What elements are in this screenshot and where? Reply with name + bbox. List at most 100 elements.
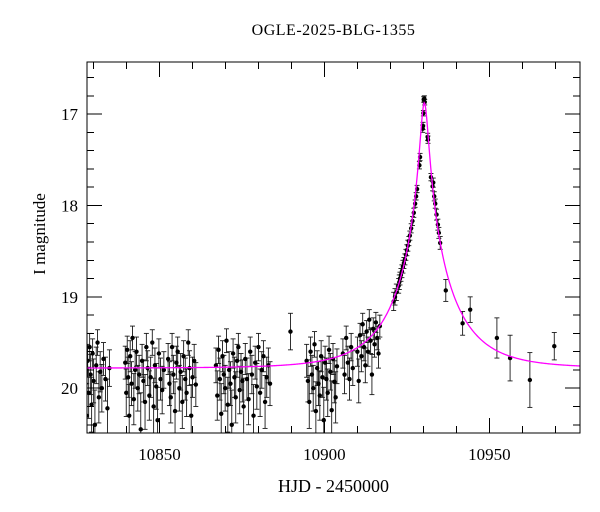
- data-point: [184, 390, 189, 395]
- data-point: [369, 372, 375, 377]
- data-point: [213, 363, 219, 368]
- data-point: [142, 399, 148, 405]
- data-point: [248, 349, 253, 354]
- y-tick-label: 20: [61, 379, 78, 398]
- data-point: [171, 372, 176, 377]
- data-point: [89, 402, 94, 407]
- data-point: [376, 351, 381, 356]
- data-point: [88, 372, 93, 377]
- data-point: [193, 382, 199, 387]
- data-point: [334, 364, 340, 369]
- data-points: [87, 96, 557, 432]
- data-point: [95, 340, 100, 345]
- x-tick-label: 10950: [468, 445, 511, 464]
- data-point: [374, 335, 380, 341]
- data-point: [123, 360, 128, 365]
- data-point: [360, 322, 365, 327]
- data-point: [288, 329, 293, 334]
- data-point: [443, 288, 448, 293]
- data-point: [135, 386, 140, 391]
- data-point: [552, 343, 557, 349]
- data-point: [333, 395, 338, 400]
- data-point: [324, 376, 329, 382]
- data-point: [87, 344, 92, 350]
- data-point: [124, 390, 129, 395]
- data-point: [155, 418, 160, 423]
- y-tick-label: 17: [61, 105, 79, 124]
- data-point: [317, 393, 323, 398]
- data-point: [219, 411, 224, 417]
- data-point: [97, 369, 103, 374]
- data-point: [422, 96, 427, 101]
- data-point: [373, 320, 379, 325]
- data-point: [225, 402, 231, 407]
- data-point: [127, 413, 132, 418]
- data-point: [132, 367, 138, 373]
- data-point: [364, 329, 369, 334]
- data-point: [144, 344, 149, 350]
- data-point: [359, 354, 364, 359]
- data-point: [314, 365, 320, 371]
- data-point: [165, 356, 171, 362]
- data-point: [312, 342, 317, 347]
- data-point: [363, 363, 368, 368]
- data-point: [130, 335, 135, 341]
- data-point: [158, 376, 163, 382]
- data-point: [257, 390, 263, 395]
- data-point: [342, 372, 347, 377]
- data-point: [131, 396, 137, 402]
- data-point: [261, 354, 266, 359]
- data-point: [467, 307, 473, 312]
- data-point: [148, 375, 153, 380]
- data-point: [92, 422, 98, 427]
- data-point: [226, 367, 232, 373]
- data-point: [217, 376, 223, 382]
- data-point: [105, 406, 110, 411]
- data-point: [191, 358, 197, 364]
- data-point: [141, 378, 146, 384]
- data-point: [234, 358, 240, 364]
- data-point: [232, 375, 237, 380]
- data-point: [365, 349, 371, 354]
- data-point: [316, 381, 321, 386]
- data-point: [103, 376, 108, 382]
- data-point: [372, 342, 377, 347]
- data-point: [91, 378, 96, 384]
- data-point: [147, 393, 152, 398]
- data-point: [129, 381, 134, 386]
- data-point: [527, 377, 533, 383]
- data-point: [262, 399, 268, 405]
- data-point: [180, 399, 185, 405]
- data-point: [177, 386, 182, 391]
- data-point: [233, 395, 238, 400]
- data-point: [136, 372, 142, 377]
- x-tick-label: 10850: [138, 445, 181, 464]
- data-point: [151, 404, 156, 409]
- data-point: [101, 356, 106, 362]
- data-point: [267, 381, 273, 386]
- data-point: [126, 375, 131, 380]
- chart-title: OGLE-2025-BLG-1355: [251, 22, 416, 39]
- data-point: [236, 344, 241, 350]
- data-point: [159, 387, 165, 393]
- data-point: [238, 369, 244, 374]
- data-point: [90, 351, 95, 356]
- data-point: [345, 360, 351, 365]
- data-point: [150, 340, 155, 345]
- data-point: [152, 363, 158, 368]
- data-point: [244, 376, 250, 382]
- data-point: [216, 347, 221, 353]
- data-point: [322, 360, 328, 365]
- data-point: [168, 395, 173, 400]
- data-point: [175, 349, 180, 354]
- y-axis-label: I magnitude: [30, 193, 49, 275]
- data-point: [357, 333, 363, 338]
- data-point: [169, 344, 175, 350]
- data-point: [215, 393, 220, 398]
- data-point: [240, 378, 245, 384]
- data-point: [186, 340, 191, 345]
- data-point: [305, 378, 311, 384]
- data-point: [308, 349, 313, 354]
- data-point: [246, 396, 251, 402]
